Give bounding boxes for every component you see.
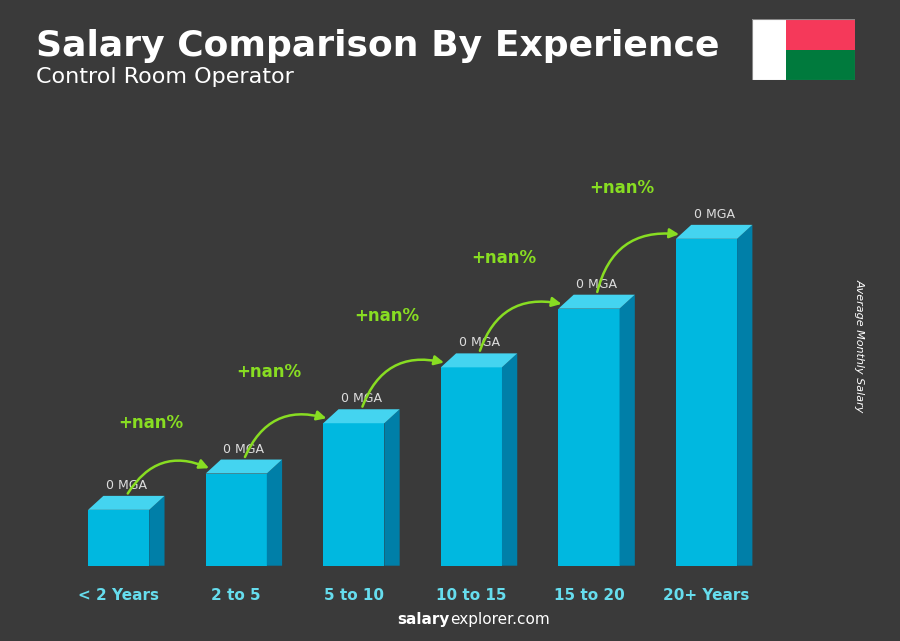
Bar (88, 510, 149, 566)
Text: +nan%: +nan% (589, 179, 654, 197)
Bar (323, 423, 384, 566)
Polygon shape (266, 460, 282, 566)
Polygon shape (88, 496, 165, 510)
Bar (441, 367, 502, 566)
Bar (676, 239, 737, 566)
Text: Control Room Operator: Control Room Operator (36, 67, 294, 87)
Polygon shape (558, 295, 634, 309)
Text: 0 MGA: 0 MGA (341, 392, 382, 405)
Polygon shape (323, 409, 400, 423)
Text: salary: salary (398, 612, 450, 627)
Polygon shape (441, 353, 518, 367)
Polygon shape (737, 225, 752, 566)
Bar (558, 309, 619, 566)
Bar (206, 474, 266, 566)
Polygon shape (149, 496, 165, 566)
Text: +nan%: +nan% (119, 413, 184, 431)
Text: 0 MGA: 0 MGA (223, 443, 265, 456)
Polygon shape (502, 353, 518, 566)
Bar (786, 50, 855, 80)
Bar (752, 19, 786, 80)
Text: Salary Comparison By Experience: Salary Comparison By Experience (36, 29, 719, 63)
Polygon shape (384, 409, 400, 566)
Text: +nan%: +nan% (472, 249, 536, 267)
Text: 0 MGA: 0 MGA (694, 208, 734, 221)
Bar (786, 19, 855, 50)
Text: +nan%: +nan% (237, 363, 302, 381)
Text: 0 MGA: 0 MGA (106, 479, 147, 492)
Text: +nan%: +nan% (354, 308, 419, 326)
Text: Average Monthly Salary: Average Monthly Salary (854, 279, 865, 413)
Text: 0 MGA: 0 MGA (576, 278, 617, 291)
Text: explorer.com: explorer.com (450, 612, 550, 627)
Polygon shape (206, 460, 282, 474)
Text: 0 MGA: 0 MGA (458, 337, 500, 349)
Polygon shape (619, 295, 634, 566)
Polygon shape (676, 225, 752, 239)
